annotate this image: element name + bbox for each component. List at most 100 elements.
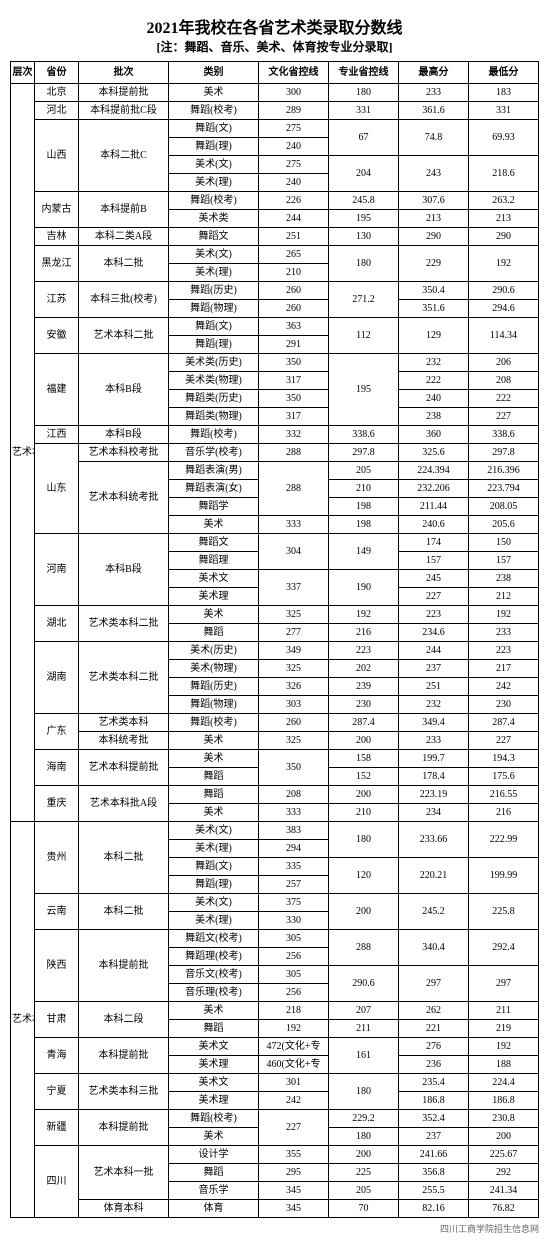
cell-cat: 舞蹈(校考) <box>169 714 259 732</box>
table-row: 本科统考批美术325200233227 <box>11 732 539 750</box>
cell-batch: 艺术本科二批 <box>79 318 169 354</box>
cell-zl: 198 <box>329 498 399 516</box>
cell-hi: 129 <box>399 318 469 354</box>
cell-batch: 艺术本科提前批 <box>79 750 169 786</box>
cell-prov: 青海 <box>35 1038 79 1074</box>
cell-zl: 200 <box>329 732 399 750</box>
cell-zl: 195 <box>329 354 399 426</box>
cell-prov: 黑龙江 <box>35 246 79 282</box>
table-row: 四川艺术本科一批设计学355200241.66225.67 <box>11 1146 539 1164</box>
cell-hi: 222 <box>399 372 469 390</box>
cell-lo: 292 <box>469 1164 539 1182</box>
cell-wl: 260 <box>259 282 329 300</box>
table-row: 艺术本科北京本科提前批美术300180233183 <box>11 84 539 102</box>
cell-lo: 217 <box>469 660 539 678</box>
cell-wl: 305 <box>259 966 329 984</box>
cell-cat: 舞蹈(文) <box>169 858 259 876</box>
cell-batch: 本科提前批 <box>79 930 169 1002</box>
cell-cat: 美术文 <box>169 1074 259 1092</box>
cell-hi: 238 <box>399 408 469 426</box>
cell-cat: 舞蹈(校考) <box>169 1110 259 1128</box>
cell-cat: 美术 <box>169 750 259 768</box>
cell-zl: 287.4 <box>329 714 399 732</box>
cell-hi: 232.206 <box>399 480 469 498</box>
cell-hi: 241.66 <box>399 1146 469 1164</box>
th-lo: 最低分 <box>469 62 539 84</box>
cell-prov: 北京 <box>35 84 79 102</box>
cell-batch: 本科三批(校考) <box>79 282 169 318</box>
cell-lo: 194.3 <box>469 750 539 768</box>
cell-lo: 230 <box>469 696 539 714</box>
table-row: 艺术本科贵州本科二批美术(文)383180233.66222.99 <box>11 822 539 840</box>
cell-lo: 114.34 <box>469 318 539 354</box>
cell-lo: 199.99 <box>469 858 539 894</box>
cell-lo: 297.8 <box>469 444 539 462</box>
cell-cat: 美术(文) <box>169 246 259 264</box>
cell-zl: 158 <box>329 750 399 768</box>
cell-zl: 205 <box>329 462 399 480</box>
cell-prov: 宁夏 <box>35 1074 79 1110</box>
cell-wl: 350 <box>259 354 329 372</box>
table-row: 河南本科B段舞蹈文304149174150 <box>11 534 539 552</box>
table-row: 江苏本科三批(校考)舞蹈(历史)260271.2350.4290.6 <box>11 282 539 300</box>
table-row: 福建本科B段美术类(历史)350195232206 <box>11 354 539 372</box>
cell-hi: 234 <box>399 804 469 822</box>
table-row: 湖北艺术类本科二批美术325192223192 <box>11 606 539 624</box>
cell-lo: 218.6 <box>469 156 539 192</box>
cell-zl: 149 <box>329 534 399 570</box>
cell-hi: 223 <box>399 606 469 624</box>
cell-lo: 157 <box>469 552 539 570</box>
cell-hi: 221 <box>399 1020 469 1038</box>
cell-hi: 255.5 <box>399 1182 469 1200</box>
cell-lo: 192 <box>469 1038 539 1056</box>
cell-batch: 艺术本科一批 <box>79 1146 169 1200</box>
cell-prov: 广东 <box>35 714 79 750</box>
cell-wl: 301 <box>259 1074 329 1092</box>
cell-cat: 美术(文) <box>169 822 259 840</box>
cell-cat: 舞蹈(文) <box>169 318 259 336</box>
cell-cat: 舞蹈表演(女) <box>169 480 259 498</box>
cell-wl: 291 <box>259 336 329 354</box>
cell-wl: 294 <box>259 840 329 858</box>
cell-wl: 240 <box>259 138 329 156</box>
table-row: 宁夏艺术类本科三批美术文301180235.4224.4 <box>11 1074 539 1092</box>
cell-prov: 山东 <box>35 444 79 534</box>
cell-wl: 256 <box>259 984 329 1002</box>
table-row: 青海本科提前批美术文472(文化+专161276192 <box>11 1038 539 1056</box>
cell-prov: 福建 <box>35 354 79 426</box>
cell-wl: 208 <box>259 786 329 804</box>
cell-cat: 音乐学 <box>169 1182 259 1200</box>
cell-hi: 235.4 <box>399 1074 469 1092</box>
cell-zl: 210 <box>329 804 399 822</box>
cell-lo: 290 <box>469 228 539 246</box>
cell-cat: 美术类(物理) <box>169 372 259 390</box>
cell-hi: 262 <box>399 1002 469 1020</box>
cell-hi: 237 <box>399 660 469 678</box>
cell-cat: 美术(理) <box>169 264 259 282</box>
cell-cat: 舞蹈(理) <box>169 876 259 894</box>
cell-lo: 216.396 <box>469 462 539 480</box>
cell-zl: 205 <box>329 1182 399 1200</box>
cell-zl: 204 <box>329 156 399 192</box>
cell-hi: 233.66 <box>399 822 469 858</box>
cell-lo: 183 <box>469 84 539 102</box>
cell-zl: 225 <box>329 1164 399 1182</box>
cell-lo: 241.34 <box>469 1182 539 1200</box>
cell-zl: 200 <box>329 894 399 930</box>
cell-lo: 222.99 <box>469 822 539 858</box>
cell-zl: 67 <box>329 120 399 156</box>
cell-wl: 265 <box>259 246 329 264</box>
cell-hi: 232 <box>399 354 469 372</box>
table-row: 吉林本科二类A段舞蹈文251130290290 <box>11 228 539 246</box>
cell-lo: 206 <box>469 354 539 372</box>
cell-lo: 216 <box>469 804 539 822</box>
cell-cat: 美术类(历史) <box>169 354 259 372</box>
cell-zl: 180 <box>329 1128 399 1146</box>
cell-hi: 307.6 <box>399 192 469 210</box>
cell-wl: 330 <box>259 912 329 930</box>
cell-wl: 345 <box>259 1182 329 1200</box>
cell-cat: 舞蹈(校考) <box>169 192 259 210</box>
cell-cat: 舞蹈(物理) <box>169 696 259 714</box>
cell-zl: 202 <box>329 660 399 678</box>
cell-batch: 艺术类本科二批 <box>79 606 169 642</box>
